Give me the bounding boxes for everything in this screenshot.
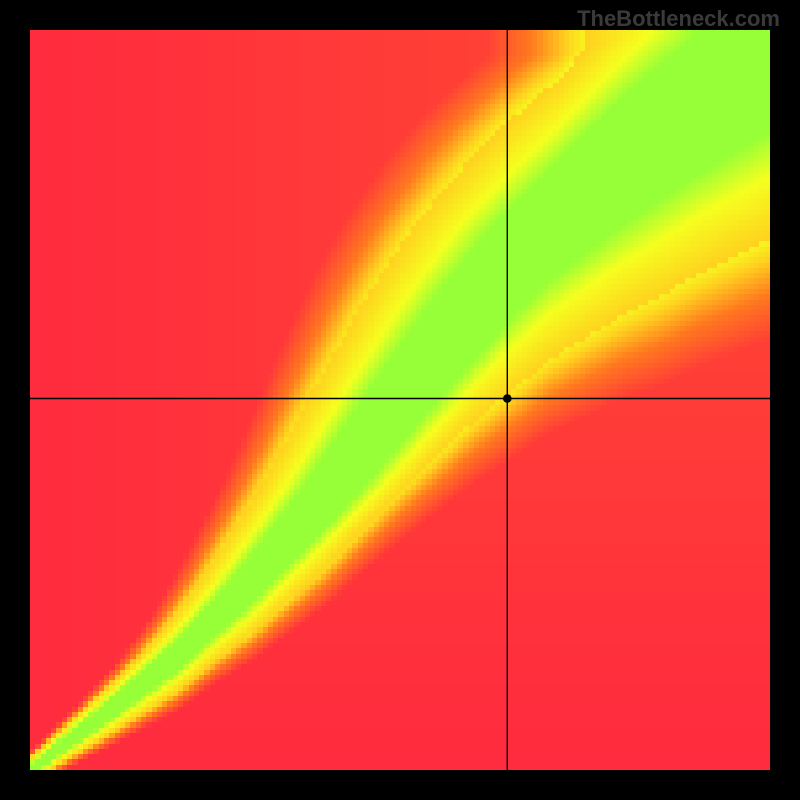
bottleneck-heatmap (0, 0, 800, 800)
chart-container: TheBottleneck.com (0, 0, 800, 800)
attribution-text: TheBottleneck.com (577, 6, 780, 32)
